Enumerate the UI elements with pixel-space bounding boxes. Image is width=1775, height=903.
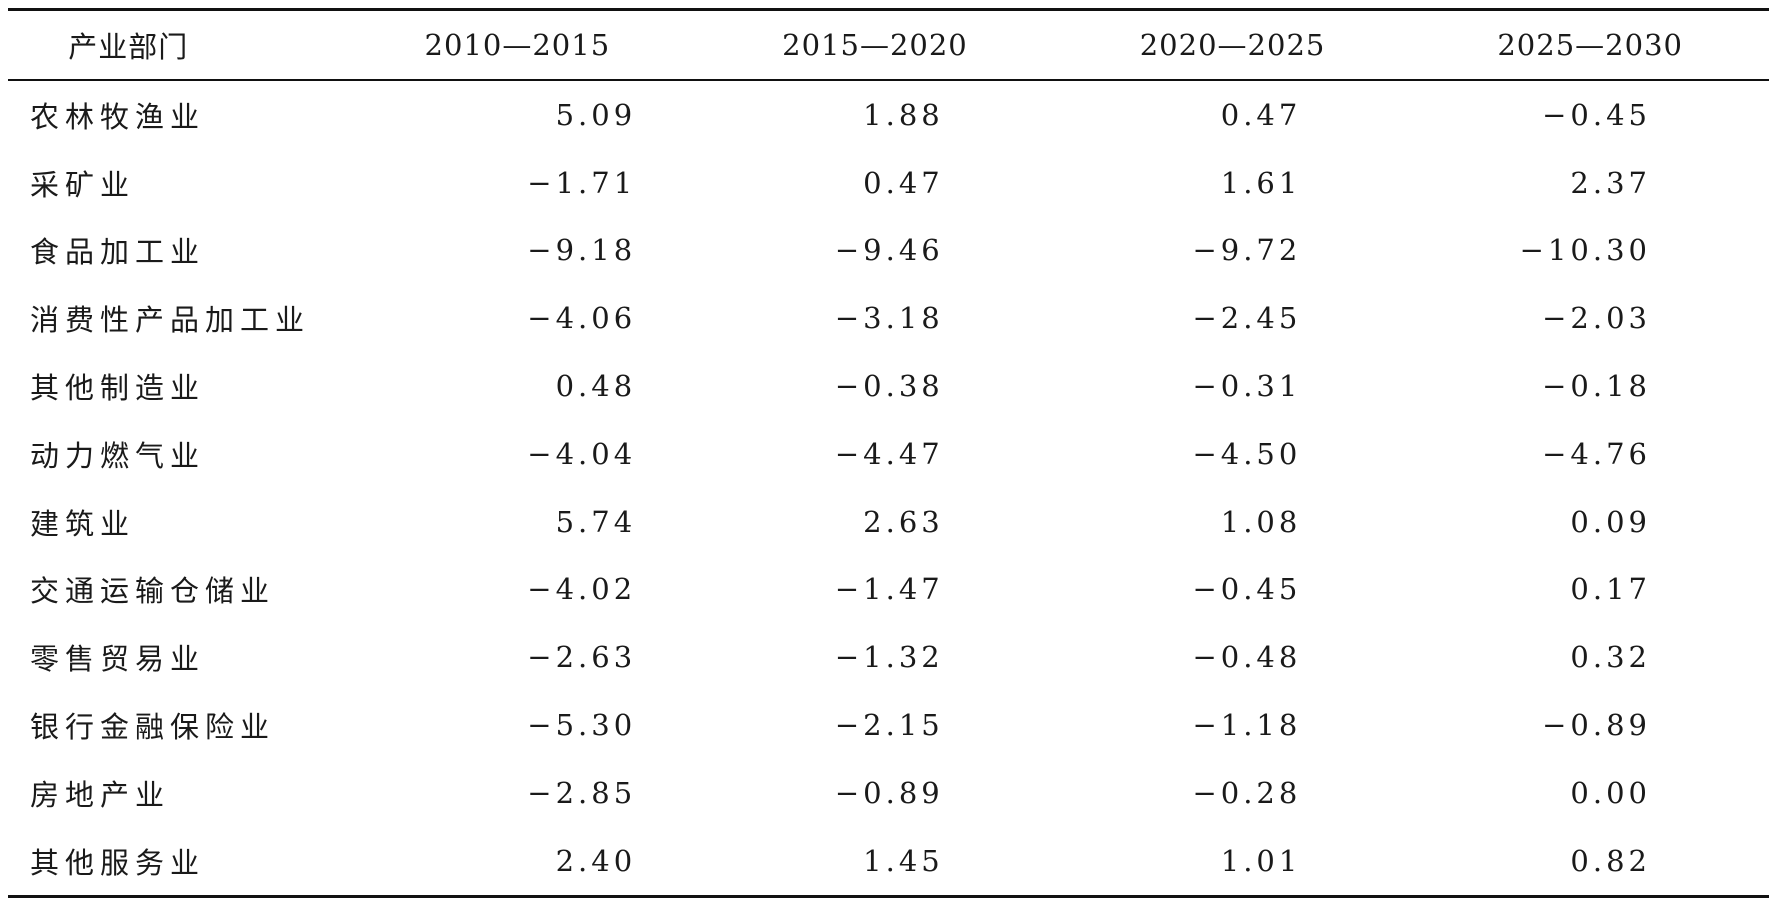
table-cell: 5.09 (555, 97, 637, 132)
table-cell: −4.47 (834, 436, 944, 471)
table-cell: −2.03 (1542, 301, 1651, 336)
table-cell: 1.61 (1220, 165, 1302, 200)
table-cell: −2.15 (834, 708, 944, 743)
table-row: 消费性产品加工业 −4.06 −3.18 −2.45 −2.03 (8, 284, 1769, 352)
table-cell: 1.08 (1220, 504, 1302, 539)
table-cell: −0.48 (1192, 640, 1302, 675)
table-cell: −0.45 (1542, 97, 1651, 132)
table-cell: 5.74 (555, 504, 637, 539)
table-cell: 0.82 (1570, 843, 1651, 878)
table-cell: −9.72 (1192, 233, 1302, 268)
table-cell: −0.89 (834, 775, 944, 810)
table-cell: 2.37 (1570, 165, 1651, 200)
table-cell: −1.71 (527, 165, 637, 200)
table-cell: −5.30 (527, 708, 637, 743)
header-period-2015-2020: 2015—2020 (782, 28, 968, 62)
table-cell: 0.17 (1570, 572, 1651, 607)
table-cell: −4.02 (527, 572, 637, 607)
sector-label: 建筑业 (30, 506, 136, 541)
table-cell: −4.06 (527, 301, 637, 336)
table-cell: −10.30 (1519, 233, 1651, 268)
table-row: 采矿业 −1.71 0.47 1.61 2.37 (8, 149, 1769, 217)
table-cell: −0.18 (1542, 369, 1651, 404)
table-cell: 0.47 (863, 165, 944, 200)
table-cell: −1.32 (834, 640, 944, 675)
table-cell: 1.45 (863, 843, 944, 878)
table-row: 交通运输仓储业 −4.02 −1.47 −0.45 0.17 (8, 556, 1769, 624)
table-cell: −4.50 (1192, 436, 1302, 471)
table-row: 房地产业 −2.85 −0.89 −0.28 0.00 (8, 759, 1769, 827)
sector-label: 房地产业 (30, 777, 171, 812)
data-table-container: 产业部门 2010—2015 2015—2020 2020—2025 2025—… (8, 8, 1769, 898)
table-cell: −0.45 (1192, 572, 1302, 607)
table-cell: 0.32 (1570, 640, 1651, 675)
table-cell: −4.04 (527, 436, 637, 471)
table-cell: 1.88 (863, 97, 944, 132)
header-period-2010-2015: 2010—2015 (424, 28, 611, 62)
table-cell: −9.46 (834, 233, 944, 268)
table-cell: 0.48 (555, 369, 637, 404)
table-cell: 1.01 (1220, 843, 1302, 878)
sector-label: 食品加工业 (30, 235, 206, 270)
table-header-row: 产业部门 2010—2015 2015—2020 2020—2025 2025—… (8, 9, 1769, 80)
sector-label: 采矿业 (30, 167, 136, 202)
table-cell: −3.18 (834, 301, 944, 336)
sector-label: 其他服务业 (30, 845, 206, 880)
table-cell: −4.76 (1542, 436, 1651, 471)
sector-label: 交通运输仓储业 (30, 574, 276, 609)
table-cell: −0.31 (1192, 369, 1302, 404)
table-row: 银行金融保险业 −5.30 −2.15 −1.18 −0.89 (8, 691, 1769, 759)
table-cell: −9.18 (527, 233, 637, 268)
table-row: 零售贸易业 −2.63 −1.32 −0.48 0.32 (8, 623, 1769, 691)
table-cell: −2.63 (527, 640, 637, 675)
sector-label: 农林牧渔业 (30, 99, 206, 134)
table-cell: −1.47 (834, 572, 944, 607)
table-cell: 0.47 (1220, 97, 1302, 132)
table-row: 食品加工业 −9.18 −9.46 −9.72 −10.30 (8, 217, 1769, 285)
sector-label: 零售贸易业 (30, 642, 206, 677)
table-cell: −1.18 (1192, 708, 1302, 743)
table-row: 建筑业 5.74 2.63 1.08 0.09 (8, 488, 1769, 556)
table-cell: −0.38 (834, 369, 944, 404)
table-cell: −0.89 (1542, 708, 1651, 743)
table-cell: −2.85 (527, 775, 637, 810)
table-cell: 0.00 (1570, 775, 1651, 810)
sector-label: 消费性产品加工业 (30, 303, 311, 338)
header-period-2025-2030: 2025—2030 (1497, 28, 1683, 62)
sector-label: 其他制造业 (30, 371, 206, 406)
header-sector: 产业部门 (68, 30, 189, 64)
table-row: 其他服务业 2.40 1.45 1.01 0.82 (8, 827, 1769, 897)
sector-label: 银行金融保险业 (30, 710, 276, 745)
table-cell: −2.45 (1192, 301, 1302, 336)
table-cell: 0.09 (1570, 504, 1651, 539)
sector-label: 动力燃气业 (30, 438, 206, 473)
table-cell: −0.28 (1192, 775, 1302, 810)
header-period-2020-2025: 2020—2025 (1139, 28, 1326, 62)
table-cell: 2.40 (555, 843, 637, 878)
table-row: 农林牧渔业 5.09 1.88 0.47 −0.45 (8, 80, 1769, 149)
data-table: 产业部门 2010—2015 2015—2020 2020—2025 2025—… (8, 8, 1769, 898)
table-row: 其他制造业 0.48 −0.38 −0.31 −0.18 (8, 352, 1769, 420)
table-cell: 2.63 (863, 504, 944, 539)
table-row: 动力燃气业 −4.04 −4.47 −4.50 −4.76 (8, 420, 1769, 488)
